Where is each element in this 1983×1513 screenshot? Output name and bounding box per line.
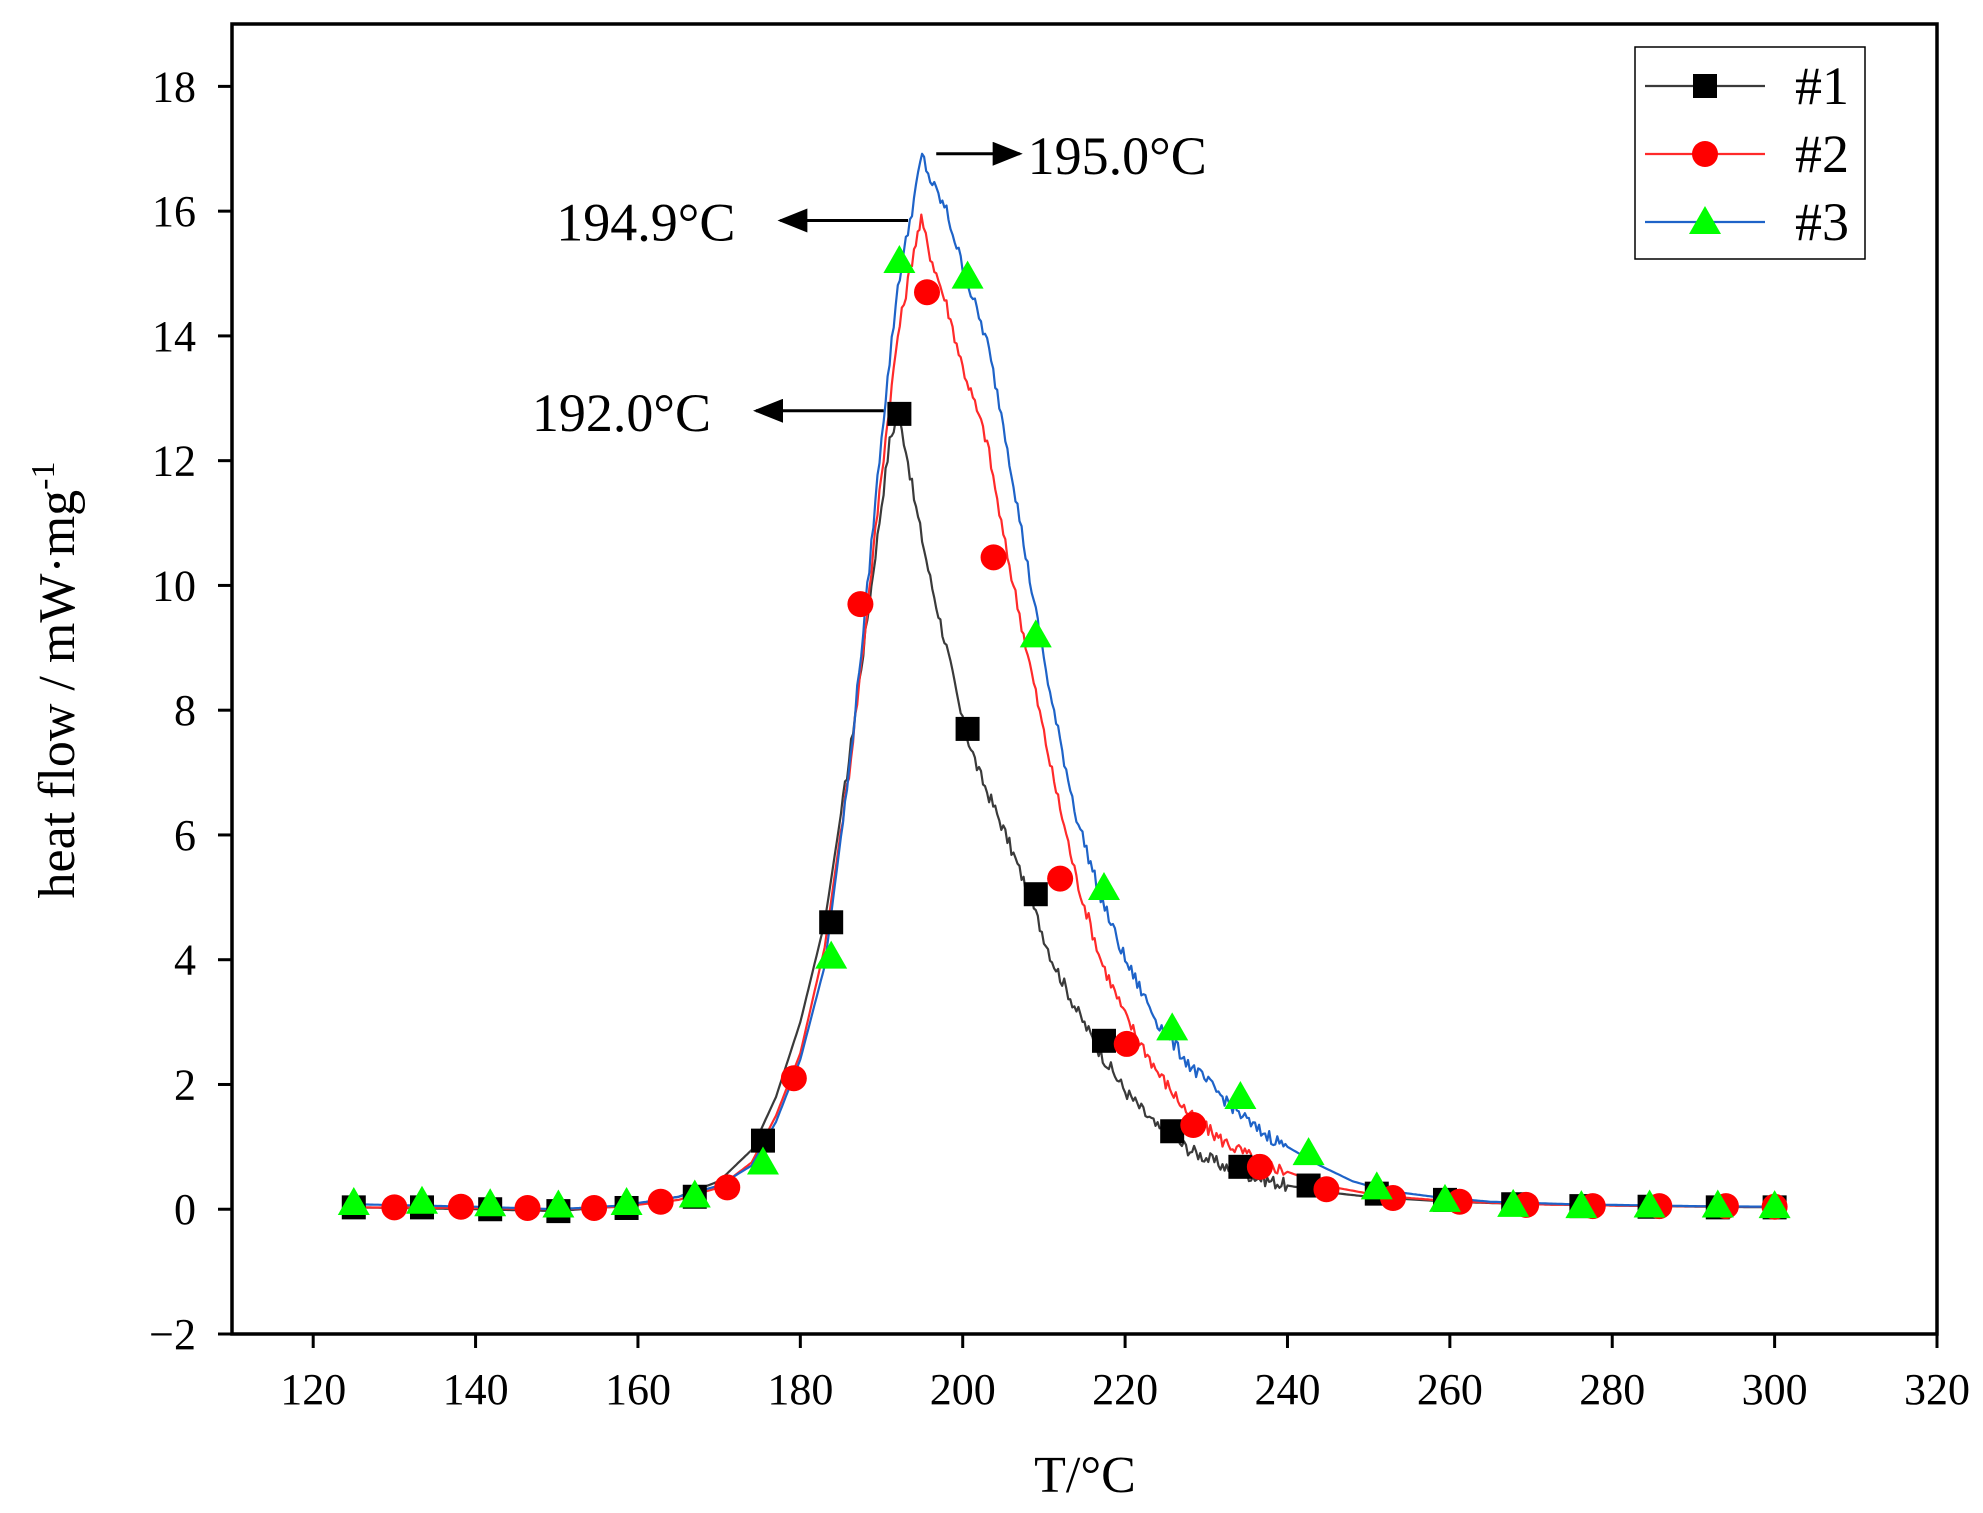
legend: #1 #2 #3 [1634, 46, 1866, 260]
series-1-point [955, 716, 980, 741]
series-3-point [883, 245, 916, 274]
series-2-point [1180, 1112, 1207, 1139]
plot-frame [230, 22, 1939, 1336]
series-2-point [980, 544, 1007, 571]
series-2-point [780, 1065, 807, 1092]
y-tick-label: 2 [174, 1060, 196, 1109]
annotations: 195.0°C 194.9°C 192.0°C [532, 126, 1207, 443]
x-tick-label: 280 [1579, 1365, 1645, 1414]
legend-marker-2 [1692, 141, 1718, 167]
x-tick-label: 320 [1904, 1365, 1970, 1414]
series-markers [337, 245, 1791, 1224]
series-3-point [1428, 1183, 1461, 1212]
series-3-point [1360, 1171, 1393, 1200]
series-line-3 [353, 152, 1775, 1211]
series-3-point [1758, 1190, 1791, 1219]
series-3-point [951, 260, 984, 289]
x-tick-label: 260 [1417, 1365, 1483, 1414]
annotation-label: 192.0°C [532, 383, 711, 443]
legend-label-1: #1 [1795, 56, 1849, 116]
y-tick-label: 12 [152, 437, 196, 486]
y-axis-label-text: heat flow / mW·mg [29, 490, 86, 899]
x-tick-label: 120 [280, 1365, 346, 1414]
series-2-point [1246, 1153, 1273, 1180]
series-1-point [1091, 1028, 1116, 1053]
series-2-point [1047, 865, 1074, 892]
series-3-point [405, 1185, 438, 1214]
y-tick-label: 18 [152, 62, 196, 111]
series-2-point [381, 1194, 408, 1221]
series-3-point [1224, 1080, 1257, 1109]
series-3-point [1701, 1189, 1734, 1218]
x-tick-label: 300 [1742, 1365, 1808, 1414]
legend-label-2: #2 [1795, 124, 1849, 184]
y-tick-label: 0 [174, 1185, 196, 1234]
series-3-point [1633, 1189, 1666, 1218]
series-3-point [815, 940, 848, 969]
x-tick-label: 240 [1254, 1365, 1320, 1414]
y-tick-label: 4 [174, 936, 196, 985]
series-2-point [714, 1174, 741, 1201]
series-2-point [913, 279, 940, 306]
series-3-point [1292, 1137, 1325, 1166]
series-3-point [474, 1188, 507, 1217]
series-3-point [1019, 619, 1052, 648]
annotation-label: 195.0°C [1028, 126, 1207, 186]
x-tick-label: 200 [930, 1365, 996, 1414]
series-line-2 [353, 213, 1775, 1211]
y-tick-label: 16 [152, 187, 196, 236]
legend-marker-3 [1689, 206, 1721, 234]
series-3-point [1156, 1012, 1189, 1041]
series-1-point [1160, 1119, 1185, 1144]
series-3-point [746, 1146, 779, 1175]
x-tick-label: 140 [443, 1365, 509, 1414]
y-tick-label: 6 [174, 811, 196, 860]
series-3-point [678, 1179, 711, 1208]
series-2-point [1313, 1176, 1340, 1203]
series-2-point [847, 591, 874, 618]
series-3-point [1087, 871, 1120, 900]
annotation-label: 194.9°C [556, 193, 735, 253]
x-tick-label: 180 [767, 1365, 833, 1414]
y-axis-label-exponent: -1 [25, 462, 62, 490]
y-tick-label: −2 [149, 1310, 196, 1359]
series-3-point [1565, 1190, 1598, 1219]
series-line-1 [353, 414, 1775, 1213]
legend-marker-1 [1693, 74, 1717, 98]
y-axis: −2 0 2 4 6 8 10 12 14 16 18 [149, 62, 232, 1359]
x-axis-label: T/°C [1034, 1447, 1136, 1504]
series-1-point [819, 910, 844, 935]
x-tick-label: 160 [605, 1365, 671, 1414]
y-tick-label: 8 [174, 686, 196, 735]
legend-label-3: #3 [1795, 192, 1849, 252]
y-tick-label: 10 [152, 561, 196, 610]
series-1-point [887, 401, 912, 426]
series-lines [353, 152, 1775, 1213]
series-3-point [337, 1187, 370, 1215]
series-3-point [542, 1189, 575, 1218]
series-1-point [1023, 882, 1048, 907]
series-3-point [1497, 1188, 1530, 1217]
series-2-point [1113, 1030, 1140, 1057]
x-tick-label: 220 [1092, 1365, 1158, 1414]
y-tick-label: 14 [152, 312, 196, 361]
series-2-point [647, 1188, 674, 1215]
series-2-point [514, 1194, 541, 1221]
y-axis-label: heat flow / mW·mg-1 [25, 462, 86, 899]
x-axis: 120 140 160 180 200 220 240 260 280 300 320 [280, 1334, 1970, 1414]
series-2-point [581, 1194, 608, 1221]
series-3-point [610, 1187, 643, 1215]
series-2-point [447, 1193, 474, 1220]
